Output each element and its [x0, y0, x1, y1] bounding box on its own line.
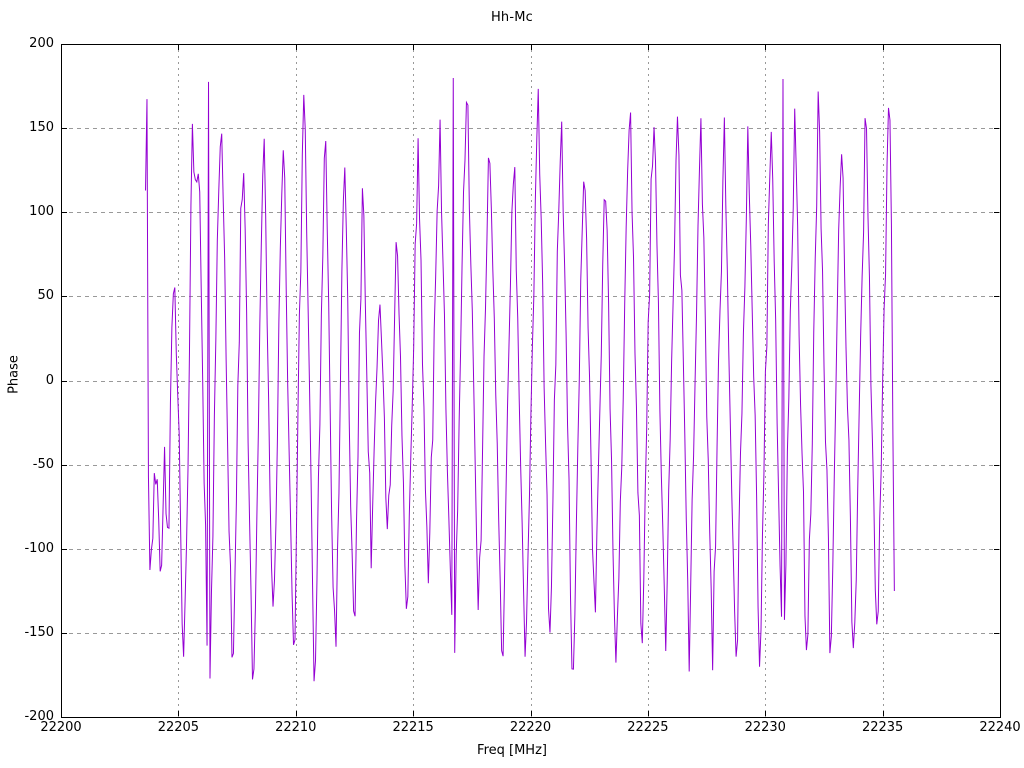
y-tick-label: -200	[24, 709, 54, 724]
y-tick-label: 50	[37, 288, 54, 304]
x-tick-label: 22220	[509, 720, 552, 735]
x-tick-label: 22225	[627, 720, 669, 735]
x-tick-label: 22240	[979, 720, 1021, 735]
x-axis-label: Freq [MHz]	[477, 743, 547, 758]
y-tick-label: -50	[32, 456, 54, 472]
x-tick-label: 22230	[744, 720, 786, 735]
x-tick-label: 22200	[40, 720, 82, 735]
y-tick-label: 0	[45, 372, 54, 388]
y-tick-label: 150	[29, 120, 54, 136]
y-tick-label: 100	[29, 204, 54, 220]
phase-data-line	[145, 77, 895, 682]
y-tick-label: 200	[29, 36, 54, 51]
x-tick-label: 22205	[157, 720, 200, 735]
grid-lines	[61, 44, 1000, 717]
x-tick-label: 22235	[861, 720, 904, 735]
y-tick-label: -100	[24, 540, 54, 556]
chart-title: Hh-Mc	[490, 10, 534, 25]
plot-border	[61, 44, 1001, 718]
x-tick-label: 22215	[392, 720, 434, 735]
y-tick-label: -150	[24, 624, 54, 640]
x-tick-label: 22210	[275, 720, 317, 735]
